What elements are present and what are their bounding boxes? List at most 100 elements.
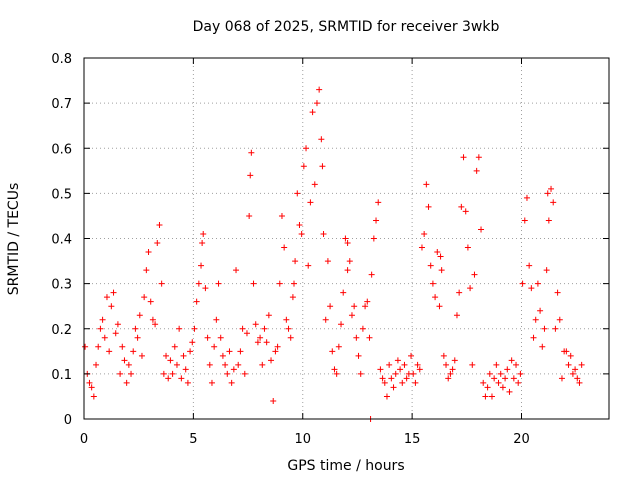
data-point — [410, 370, 417, 377]
data-point — [292, 258, 299, 265]
data-point — [114, 321, 121, 328]
data-point — [478, 226, 485, 233]
data-point — [289, 294, 296, 301]
data-point — [281, 244, 288, 251]
data-point — [355, 352, 362, 359]
data-point — [138, 352, 145, 359]
data-point — [401, 361, 408, 368]
data-point — [141, 294, 148, 301]
data-point — [163, 352, 170, 359]
data-point — [324, 258, 331, 265]
data-point — [565, 361, 572, 368]
data-point — [252, 321, 259, 328]
data-point — [508, 357, 515, 364]
data-point — [117, 370, 124, 377]
data-point — [386, 361, 393, 368]
data-point — [329, 348, 336, 355]
data-point — [449, 366, 456, 373]
data-point — [327, 303, 334, 310]
data-point — [248, 149, 255, 156]
data-point — [482, 393, 489, 400]
data-point — [316, 86, 323, 93]
data-points — [82, 86, 585, 422]
data-point — [373, 217, 380, 224]
data-point — [178, 375, 185, 382]
data-point — [495, 379, 502, 386]
data-point — [156, 221, 163, 228]
data-point — [348, 312, 355, 319]
data-point — [270, 397, 277, 404]
grid — [84, 58, 609, 419]
data-point — [319, 163, 326, 170]
data-point — [246, 212, 253, 219]
data-point — [552, 325, 559, 332]
y-tick-label: 0.2 — [51, 323, 72, 338]
data-point — [187, 348, 194, 355]
data-point — [554, 289, 561, 296]
data-point — [219, 352, 226, 359]
y-tick-label: 0.7 — [51, 97, 72, 112]
data-point — [504, 366, 511, 373]
data-point — [502, 375, 509, 382]
data-point — [397, 366, 404, 373]
data-point — [464, 244, 471, 251]
data-point — [173, 361, 180, 368]
data-point — [517, 370, 524, 377]
data-point — [254, 339, 261, 346]
axis-ticks: 0 0.1 0.2 0.3 0.4 0.5 0.6 0.7 0.8 0 5 10 15 20 — [51, 52, 609, 447]
data-point — [261, 325, 268, 332]
data-point — [305, 262, 312, 269]
data-point — [204, 334, 211, 341]
y-axis-label: SRMTID / TECUs — [6, 183, 22, 296]
data-point — [462, 208, 469, 215]
data-point — [513, 361, 520, 368]
data-point — [344, 240, 351, 247]
data-point — [119, 343, 126, 350]
data-point — [375, 199, 382, 206]
data-point — [167, 357, 174, 364]
y-tick-label: 0.6 — [51, 142, 72, 157]
data-point — [313, 100, 320, 107]
data-point — [567, 352, 574, 359]
data-point — [528, 285, 535, 292]
data-point — [125, 361, 132, 368]
x-tick-label: 0 — [80, 432, 88, 447]
data-point — [515, 379, 522, 386]
data-point — [418, 244, 425, 251]
data-point — [291, 280, 297, 287]
data-point — [237, 348, 244, 355]
data-point — [383, 393, 390, 400]
data-point — [436, 303, 443, 310]
data-point — [475, 154, 482, 161]
data-point — [211, 343, 218, 350]
data-point — [445, 375, 452, 382]
data-point — [241, 370, 248, 377]
data-point — [278, 212, 285, 219]
data-point — [134, 334, 141, 341]
data-point — [558, 375, 565, 382]
data-point — [247, 172, 254, 179]
data-point — [499, 384, 506, 391]
data-point — [233, 267, 240, 274]
data-point — [539, 343, 546, 350]
data-point — [390, 384, 397, 391]
data-point — [217, 334, 224, 341]
data-point — [198, 262, 205, 269]
y-tick-label: 0 — [64, 413, 72, 428]
data-point — [497, 370, 504, 377]
data-point — [456, 289, 463, 296]
data-point — [298, 230, 305, 237]
data-point — [335, 343, 342, 350]
data-point — [408, 352, 415, 359]
data-point — [458, 203, 465, 210]
data-point — [311, 181, 318, 188]
data-point — [147, 298, 154, 305]
data-point — [394, 357, 401, 364]
data-point — [208, 379, 215, 386]
data-point — [526, 262, 533, 269]
data-point — [493, 361, 500, 368]
data-point — [379, 375, 386, 382]
data-point — [488, 393, 495, 400]
data-point — [416, 366, 423, 373]
